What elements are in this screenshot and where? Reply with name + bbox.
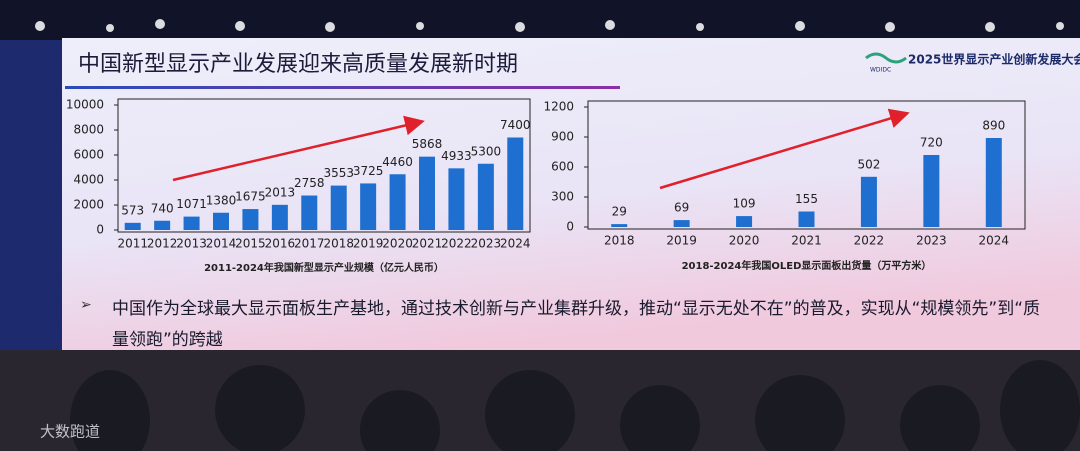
trend-arrow xyxy=(172,115,425,182)
x-tick-label: 2023 xyxy=(916,234,947,248)
bar xyxy=(985,138,1002,227)
x-tick-label: 2019 xyxy=(666,234,697,248)
y-tick-label: 8000 xyxy=(73,123,104,137)
slide xyxy=(62,38,1080,356)
bar xyxy=(507,137,524,230)
x-tick-label: 2018 xyxy=(323,237,354,251)
bar xyxy=(611,224,628,227)
value-label: 29 xyxy=(612,205,627,219)
title-rule xyxy=(65,86,620,89)
value-label: 2758 xyxy=(294,176,325,190)
y-tick-label: 600 xyxy=(551,160,574,174)
value-label: 573 xyxy=(121,203,144,217)
y-tick-label: 300 xyxy=(551,190,574,204)
x-tick-label: 2012 xyxy=(147,237,178,251)
value-label: 5868 xyxy=(412,137,443,151)
x-tick-label: 2020 xyxy=(729,234,760,248)
bar xyxy=(419,156,435,230)
y-tick-label: 0 xyxy=(96,223,104,237)
x-tick-label: 2024 xyxy=(500,237,531,251)
bar xyxy=(673,220,690,227)
x-tick-label: 2021 xyxy=(412,237,443,251)
x-tick-label: 2017 xyxy=(294,237,325,251)
trend-arrow xyxy=(659,108,910,190)
bar xyxy=(183,216,200,230)
x-tick-label: 2015 xyxy=(235,237,266,251)
slide-title: 中国新型显示产业发展迎来高质量发展新时期 xyxy=(78,52,518,77)
value-label: 3553 xyxy=(323,166,354,180)
value-label: 109 xyxy=(733,197,756,211)
logo-title: 2025世界显示产业创新发展大会 xyxy=(908,52,1080,67)
bar xyxy=(923,155,940,227)
value-label: 720 xyxy=(920,136,943,150)
chart-caption: 2011-2024年我国新型显示产业规模（亿元人民币） xyxy=(204,261,444,274)
watermark: 大数跑道 xyxy=(40,423,100,441)
y-tick-label: 1200 xyxy=(543,100,574,114)
value-label: 3725 xyxy=(353,164,384,178)
bar xyxy=(477,163,494,230)
bar xyxy=(798,211,815,227)
value-label: 1380 xyxy=(206,193,237,207)
bar xyxy=(124,222,141,230)
logo-abbr: WDIDC xyxy=(870,67,891,74)
bar xyxy=(860,176,877,227)
side-panel xyxy=(0,40,62,360)
stage-lights xyxy=(35,19,1064,32)
value-label: 7400 xyxy=(500,118,531,132)
x-tick-label: 2011 xyxy=(117,237,148,251)
bar xyxy=(736,216,753,227)
y-tick-label: 4000 xyxy=(73,173,104,187)
bar xyxy=(242,209,259,230)
x-tick-label: 2014 xyxy=(206,237,237,251)
x-tick-label: 2019 xyxy=(353,237,384,251)
x-tick-label: 2018 xyxy=(604,234,635,248)
bar xyxy=(389,174,406,230)
y-tick-label: 10000 xyxy=(66,98,104,112)
value-label: 1071 xyxy=(176,197,207,211)
logo-icon xyxy=(865,52,907,64)
value-label: 890 xyxy=(982,119,1005,133)
value-label: 502 xyxy=(857,157,880,171)
x-tick-label: 2013 xyxy=(176,237,207,251)
bullet-text: 中国作为全球最大显示面板生产基地，通过技术创新与产业集群升级，推动“显示无处不在… xyxy=(112,299,1041,350)
value-label: 4933 xyxy=(441,149,472,163)
y-tick-label: 0 xyxy=(566,220,574,234)
value-label: 155 xyxy=(795,192,818,206)
x-tick-label: 2022 xyxy=(854,234,885,248)
bar xyxy=(360,183,377,230)
bar xyxy=(448,168,465,230)
chart-caption: 2018-2024年我国OLED显示面板出货量（万平方米） xyxy=(682,259,932,272)
value-label: 69 xyxy=(674,201,689,215)
bar xyxy=(271,204,288,230)
bullet-marker: ➢ xyxy=(80,297,92,313)
value-label: 4460 xyxy=(382,155,413,169)
bar xyxy=(330,185,347,230)
y-tick-label: 2000 xyxy=(73,198,104,212)
plot-frame xyxy=(587,100,1026,230)
bar xyxy=(301,195,318,230)
y-tick-label: 6000 xyxy=(73,148,104,162)
bar xyxy=(154,220,171,230)
x-tick-label: 2020 xyxy=(382,237,413,251)
bar xyxy=(213,212,229,230)
x-tick-label: 2022 xyxy=(441,237,472,251)
x-tick-label: 2023 xyxy=(471,237,502,251)
plot-frame xyxy=(117,98,531,233)
value-label: 1675 xyxy=(235,190,266,204)
audience xyxy=(0,350,1080,451)
x-tick-label: 2024 xyxy=(979,234,1010,248)
x-tick-label: 2021 xyxy=(791,234,822,248)
value-label: 740 xyxy=(151,201,174,215)
y-tick-label: 900 xyxy=(551,130,574,144)
value-label: 5300 xyxy=(471,144,502,158)
x-tick-label: 2016 xyxy=(265,237,296,251)
value-label: 2013 xyxy=(265,185,296,199)
